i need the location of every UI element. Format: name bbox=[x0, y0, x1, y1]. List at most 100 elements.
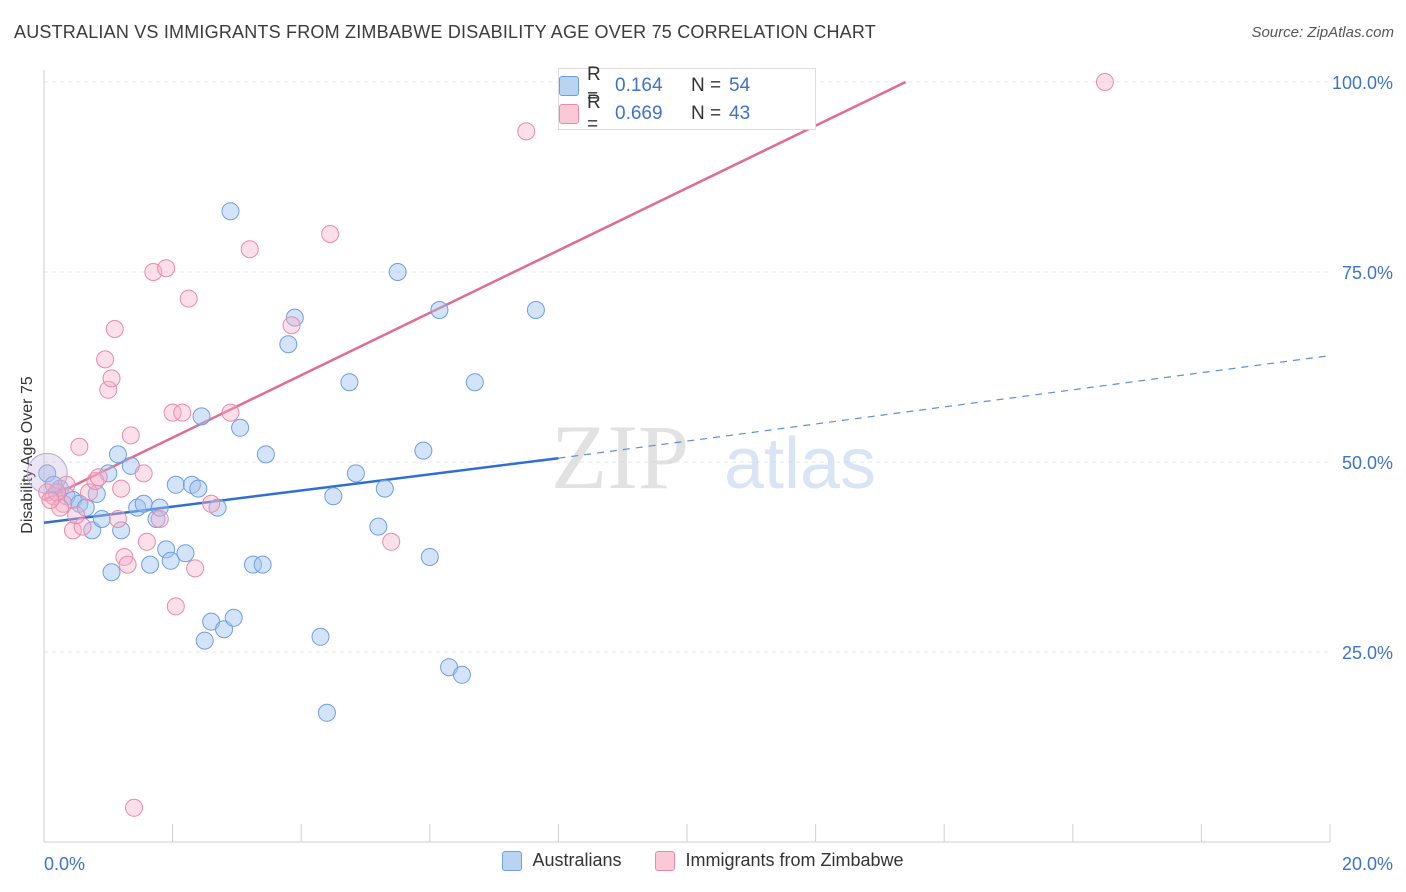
point-zimbabwe bbox=[517, 122, 536, 141]
point-australians bbox=[420, 548, 439, 566]
point-australians bbox=[92, 510, 111, 528]
point-zimbabwe bbox=[382, 532, 401, 551]
point-australians bbox=[192, 407, 211, 426]
point-zimbabwe bbox=[80, 483, 99, 502]
point-australians bbox=[311, 627, 330, 646]
legend-item-zimbabwe[interactable]: Immigrants from Zimbabwe bbox=[655, 850, 904, 871]
x-tick-label: 20.0% bbox=[1342, 854, 1393, 874]
r-label: R = bbox=[587, 92, 601, 135]
point-zimbabwe bbox=[108, 510, 127, 528]
point-australians bbox=[231, 418, 250, 437]
point-zimbabwe bbox=[202, 494, 221, 513]
point-australians bbox=[388, 263, 407, 281]
point-australians bbox=[324, 487, 343, 506]
watermark: ZIP atlas bbox=[551, 406, 876, 508]
stats-row-australians: R = 0.164 N = 54 bbox=[559, 64, 751, 107]
australians-swatch bbox=[559, 76, 579, 96]
y-tick-labels: 25.0% 50.0% 75.0% 100.0% bbox=[1332, 73, 1393, 663]
point-australians bbox=[317, 703, 336, 722]
point-australians bbox=[76, 498, 95, 517]
point-zimbabwe bbox=[112, 479, 131, 498]
legend-item-australians[interactable]: Australians bbox=[502, 850, 621, 871]
point-zimbabwe bbox=[186, 559, 205, 578]
point-zimbabwe bbox=[166, 597, 185, 616]
r-value: 0.164 bbox=[615, 75, 663, 96]
y-tick-label: 100.0% bbox=[1332, 73, 1393, 93]
point-zimbabwe bbox=[67, 506, 86, 525]
point-australians bbox=[224, 608, 243, 627]
point-australians bbox=[134, 494, 153, 513]
australians-swatch bbox=[502, 850, 523, 871]
y-tick-label: 50.0% bbox=[1342, 453, 1393, 473]
r-value: 0.669 bbox=[615, 103, 663, 124]
point-australians bbox=[340, 373, 359, 392]
point-zimbabwe bbox=[70, 437, 89, 456]
point-zimbabwe bbox=[121, 426, 140, 445]
point-zimbabwe bbox=[240, 240, 259, 259]
point-australians bbox=[176, 544, 195, 563]
point-australians bbox=[430, 301, 449, 319]
point-zimbabwe bbox=[221, 403, 240, 422]
point-zimbabwe bbox=[150, 510, 169, 528]
trend-line-zimbabwe bbox=[43, 80, 907, 502]
point-australians bbox=[256, 445, 275, 464]
point-australians bbox=[465, 373, 484, 392]
point-australians bbox=[102, 563, 121, 582]
point-zimbabwe bbox=[137, 532, 156, 551]
point-australians bbox=[108, 445, 127, 464]
point-australians bbox=[375, 479, 394, 498]
point-australians bbox=[243, 555, 262, 574]
watermark-zip: ZIP bbox=[551, 406, 689, 508]
point-australians bbox=[414, 441, 433, 460]
point-zimbabwe bbox=[118, 555, 137, 574]
point-australians bbox=[161, 551, 180, 570]
point-australians bbox=[452, 665, 471, 684]
n-label: N = bbox=[691, 103, 722, 124]
point-zimbabwe bbox=[99, 380, 118, 399]
point-australians bbox=[157, 540, 176, 559]
n-label: N = bbox=[691, 75, 722, 96]
point-zimbabwe bbox=[125, 798, 144, 817]
zimbabwe-swatch bbox=[655, 850, 676, 871]
point-zimbabwe bbox=[89, 468, 108, 487]
data-points bbox=[26, 73, 1114, 817]
point-cluster-large bbox=[26, 452, 68, 494]
point-zimbabwe bbox=[63, 521, 82, 540]
n-value: 43 bbox=[729, 103, 751, 124]
legend-label-australians: Australians bbox=[532, 850, 622, 870]
point-zimbabwe bbox=[73, 517, 92, 536]
point-australians bbox=[526, 301, 545, 319]
point-zimbabwe bbox=[282, 316, 301, 335]
point-zimbabwe bbox=[96, 350, 115, 369]
bottom-legend: Australians Immigrants from Zimbabwe bbox=[0, 850, 1406, 871]
point-zimbabwe bbox=[41, 491, 60, 509]
y-tick-label: 75.0% bbox=[1342, 263, 1393, 283]
point-australians bbox=[166, 475, 185, 494]
y-tick-label: 25.0% bbox=[1342, 643, 1393, 663]
zimbabwe-swatch bbox=[559, 104, 579, 124]
legend-label-zimbabwe: Immigrants from Zimbabwe bbox=[685, 850, 904, 870]
point-zimbabwe bbox=[163, 403, 182, 422]
point-zimbabwe bbox=[105, 320, 124, 338]
watermark-atlas: atlas bbox=[724, 424, 876, 504]
chart-title: AUSTRALIAN VS IMMIGRANTS FROM ZIMBABWE D… bbox=[14, 22, 876, 42]
stats-row-zimbabwe: R = 0.669 N = 43 bbox=[559, 92, 751, 135]
point-australians bbox=[369, 517, 388, 536]
point-zimbabwe bbox=[57, 475, 76, 494]
point-australians bbox=[221, 202, 240, 221]
x-tick-labels: 0.0% 20.0% bbox=[44, 854, 1393, 874]
r-label: R = bbox=[587, 64, 601, 107]
point-zimbabwe bbox=[173, 403, 192, 422]
point-zimbabwe bbox=[51, 498, 70, 517]
n-value: 54 bbox=[729, 75, 751, 96]
gridlines bbox=[44, 81, 1330, 653]
point-zimbabwe bbox=[157, 259, 176, 278]
point-australians bbox=[189, 479, 208, 498]
point-zimbabwe bbox=[102, 369, 121, 388]
point-australians bbox=[141, 555, 160, 574]
source-label: Source: ZipAtlas.com bbox=[1251, 24, 1394, 41]
point-zimbabwe bbox=[1095, 73, 1114, 91]
stats-legend: R = 0.164 N = 54 R = 0.669 N = 43 bbox=[558, 64, 816, 135]
point-australians bbox=[253, 555, 272, 574]
